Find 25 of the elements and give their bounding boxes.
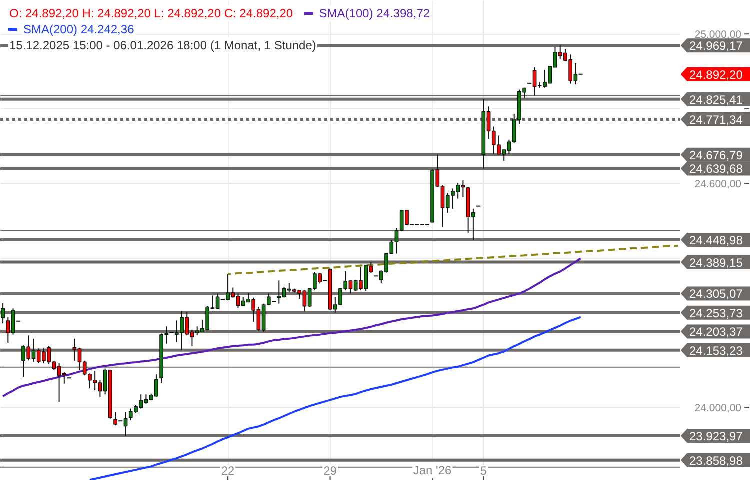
ref-line-label: 23.858,98 (690, 454, 744, 468)
ref-line-label: 24.639,68 (690, 162, 744, 176)
ref-line-label: 24.305,07 (690, 287, 744, 302)
y-tick-label: 24.000,00 (694, 402, 742, 415)
ref-line-label: 24.153,23 (690, 344, 744, 358)
x-tick-label: 29 (324, 464, 338, 478)
ref-line-label: 24.969,17 (690, 39, 744, 54)
legend-label: SMA(200) 24.242,36 (24, 22, 135, 36)
ref-line-label: 24.448,98 (690, 233, 744, 248)
x-tick-label: 5 (480, 464, 488, 478)
y-tick-label: 25.000,00 (694, 29, 742, 42)
ref-line-label: 24.825,41 (690, 92, 744, 107)
ref-line-label: 24.676,79 (690, 148, 744, 162)
text: O: 24.892,20 H: 24.892,20 L: 24.892,20 C: 24.892,20 (10, 6, 294, 20)
y-tick-label: 24.600,00 (694, 178, 742, 191)
x-tick-label: Jan '26 (413, 464, 452, 478)
ref-line-label: 24.389,15 (690, 256, 744, 270)
ref-line-label: 23.923,97 (690, 430, 744, 444)
ref-line-label: 24.203,37 (690, 325, 744, 340)
ref-line-label: 24.771,34 (690, 113, 744, 128)
legend-label: SMA(100) 24.398,72 (319, 6, 430, 20)
ref-line-label: 24.253,73 (690, 306, 744, 320)
text: 24.892,20 (690, 68, 744, 82)
x-tick-label: 22 (221, 464, 236, 478)
text: 15.12.2025 15:00 - 06.01.2026 18:00 (1 Monat, 1 Stunde) (10, 38, 316, 52)
